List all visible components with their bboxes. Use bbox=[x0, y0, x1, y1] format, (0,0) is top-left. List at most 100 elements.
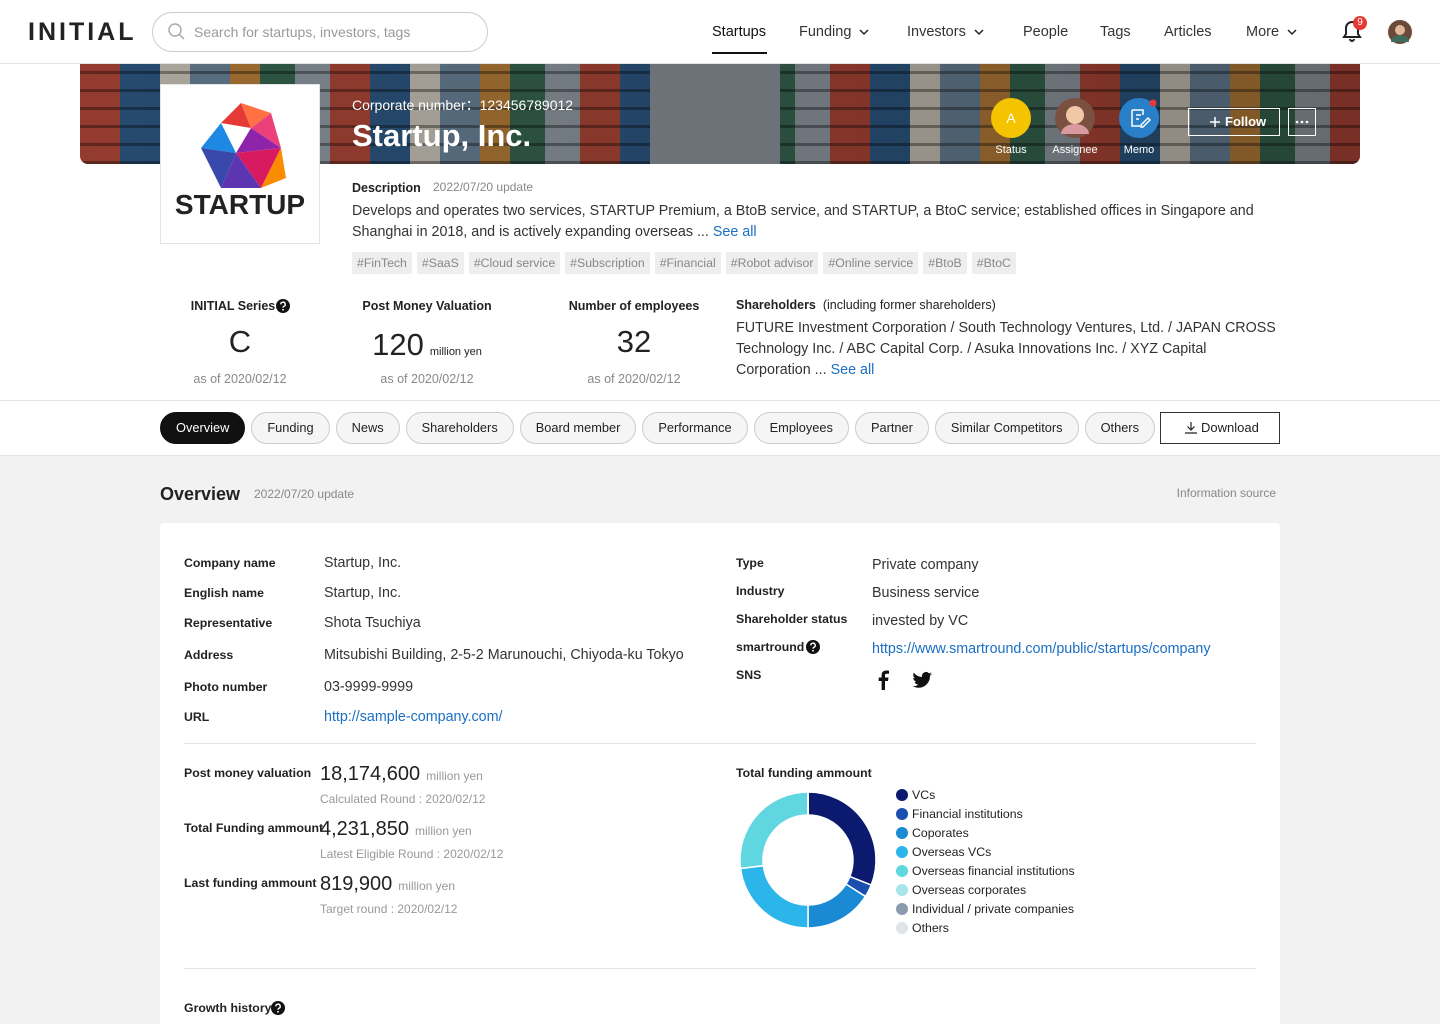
nav-item[interactable]: People bbox=[1023, 24, 1069, 40]
logo-text: STARTUP bbox=[174, 189, 306, 220]
shareholders-note: (including former shareholders) bbox=[822, 298, 996, 312]
tag[interactable]: #FinTech bbox=[352, 252, 412, 274]
finance-unit: million yen bbox=[398, 879, 455, 893]
sns-icons[interactable] bbox=[872, 667, 932, 691]
nav-item[interactable]: Investors bbox=[907, 24, 966, 40]
nav-item[interactable]: Startups bbox=[712, 24, 766, 40]
finance-value: 4,231,850 bbox=[320, 818, 409, 840]
tab[interactable]: News bbox=[335, 412, 400, 444]
tab[interactable]: Overview bbox=[160, 412, 246, 444]
donut-segment bbox=[739, 791, 809, 870]
tab[interactable]: Others bbox=[1084, 412, 1155, 444]
action-label: Status bbox=[995, 144, 1027, 156]
tab[interactable]: Funding bbox=[251, 412, 330, 444]
legend-label: Overseas financial institutions bbox=[912, 864, 1075, 878]
logo[interactable]: INITIAL bbox=[28, 18, 137, 46]
legend-swatch bbox=[896, 808, 908, 820]
finance-note: Latest Eligible Round : 2020/02/12 bbox=[320, 847, 504, 861]
tag[interactable]: #Cloud service bbox=[468, 252, 561, 274]
stat-value-wrap: 120 million yen bbox=[327, 327, 527, 370]
chevron-icon bbox=[974, 29, 984, 36]
nav-active-underline bbox=[712, 52, 767, 54]
stat-as-of: as of 2020/02/12 bbox=[193, 372, 287, 386]
shareholders-see-all[interactable]: See all bbox=[830, 362, 875, 378]
memo-icon bbox=[1119, 98, 1159, 138]
status-circle[interactable] bbox=[991, 98, 1031, 138]
stat-label: Number of employees bbox=[568, 299, 700, 313]
stat-label: Post Money Valuation bbox=[362, 299, 492, 313]
follow-label: Follow bbox=[1225, 114, 1267, 129]
search-box[interactable]: Search for startups, investors, tags bbox=[152, 12, 488, 52]
description: Develops and operates two services, STAR… bbox=[352, 201, 1272, 243]
finance-value-wrap: 18,174,600 million yen bbox=[320, 761, 483, 789]
shareholder-names: FUTURE Investment Corporation / South Te… bbox=[736, 320, 1276, 378]
field-value: Private company bbox=[872, 557, 979, 573]
finance-value: 18,174,600 bbox=[320, 763, 421, 785]
donut-chart bbox=[739, 791, 877, 929]
tab[interactable]: Similar Competitors bbox=[934, 412, 1079, 444]
nav-item[interactable]: Tags bbox=[1100, 24, 1131, 40]
more-button[interactable] bbox=[1288, 108, 1316, 136]
field-label: Photo number bbox=[184, 680, 268, 694]
notification-count: 9 bbox=[1357, 17, 1363, 28]
information-source[interactable]: Information source bbox=[1176, 486, 1276, 500]
field-label: Address bbox=[184, 648, 234, 662]
overview-date: 2022/07/20 update bbox=[254, 487, 355, 501]
legend-swatch bbox=[896, 884, 908, 896]
tab[interactable]: Partner bbox=[854, 412, 929, 444]
company-logo: STARTUP bbox=[160, 84, 320, 244]
field-label: Representative bbox=[184, 616, 273, 630]
tab[interactable]: Performance bbox=[642, 412, 748, 444]
stat-value: 120 bbox=[372, 327, 424, 362]
finance-note: Calculated Round : 2020/02/12 bbox=[320, 792, 486, 806]
follow-button[interactable]: Follow bbox=[1188, 108, 1280, 136]
nav-item[interactable]: More bbox=[1246, 24, 1280, 40]
tab[interactable]: Board member bbox=[519, 412, 637, 444]
action-label: Memo bbox=[1123, 144, 1155, 156]
donut-segment bbox=[739, 864, 809, 929]
legend-label: Financial institutions bbox=[912, 807, 1023, 821]
tag-list: #FinTech #SaaS #Cloud service #Subscription… bbox=[352, 252, 1016, 274]
tag[interactable]: #BtoB bbox=[923, 252, 967, 274]
download-button[interactable]: Download bbox=[1160, 412, 1280, 444]
nav-item[interactable]: Funding bbox=[799, 24, 852, 40]
stat-unit: million yen bbox=[429, 346, 482, 358]
corporate-number: Corporate number：123456789012 bbox=[352, 97, 574, 113]
tag[interactable]: #Online service bbox=[823, 252, 919, 274]
logo-mark bbox=[201, 103, 286, 188]
tab[interactable]: Employees bbox=[753, 412, 849, 444]
description-date: 2022/07/20 update bbox=[433, 180, 534, 194]
bell-icon[interactable] bbox=[1340, 16, 1367, 44]
legend-swatch bbox=[896, 846, 908, 858]
legend-label: Individual / private companies bbox=[912, 902, 1074, 916]
finance-value-wrap: 4,231,850 million yen bbox=[320, 816, 472, 844]
tag[interactable]: #Subscription bbox=[565, 252, 650, 274]
user-avatar[interactable] bbox=[1388, 20, 1412, 44]
tag[interactable]: #Robot advisor bbox=[725, 252, 819, 274]
finance-label: Post money valuation bbox=[184, 766, 312, 780]
field-value[interactable]: http://sample-company.com/ bbox=[324, 709, 503, 725]
legend-swatch bbox=[896, 903, 908, 915]
finance-value-wrap: 819,900 million yen bbox=[320, 871, 455, 899]
tag[interactable]: #SaaS bbox=[416, 252, 464, 274]
finance-unit: million yen bbox=[414, 824, 472, 838]
finance-label: Last funding ammount bbox=[184, 876, 317, 890]
tag[interactable]: #Financial bbox=[654, 252, 721, 274]
field-value[interactable]: https://www.smartround.com/public/startu… bbox=[872, 641, 1211, 657]
see-all-link[interactable]: See all bbox=[712, 224, 757, 240]
field-label: SNS bbox=[736, 668, 762, 682]
nav-item[interactable]: Articles bbox=[1164, 24, 1212, 40]
stat-value: 32 bbox=[616, 324, 652, 359]
field-value: Startup, Inc. bbox=[324, 555, 402, 571]
finance-value: 819,900 bbox=[320, 873, 393, 895]
chevron-icon bbox=[859, 29, 869, 36]
legend-label: Overseas VCs bbox=[912, 845, 992, 859]
tab[interactable]: Shareholders bbox=[405, 412, 514, 444]
description-label: Description bbox=[352, 181, 421, 195]
field-label: Type bbox=[736, 556, 764, 570]
field-value: Startup, Inc. bbox=[324, 585, 402, 601]
field-value: Mitsubishi Building, 2-5-2 Marunouchi, C… bbox=[324, 647, 684, 663]
field-value: Shota Tsuchiya bbox=[324, 615, 421, 631]
tag[interactable]: #BtoC bbox=[971, 252, 1016, 274]
